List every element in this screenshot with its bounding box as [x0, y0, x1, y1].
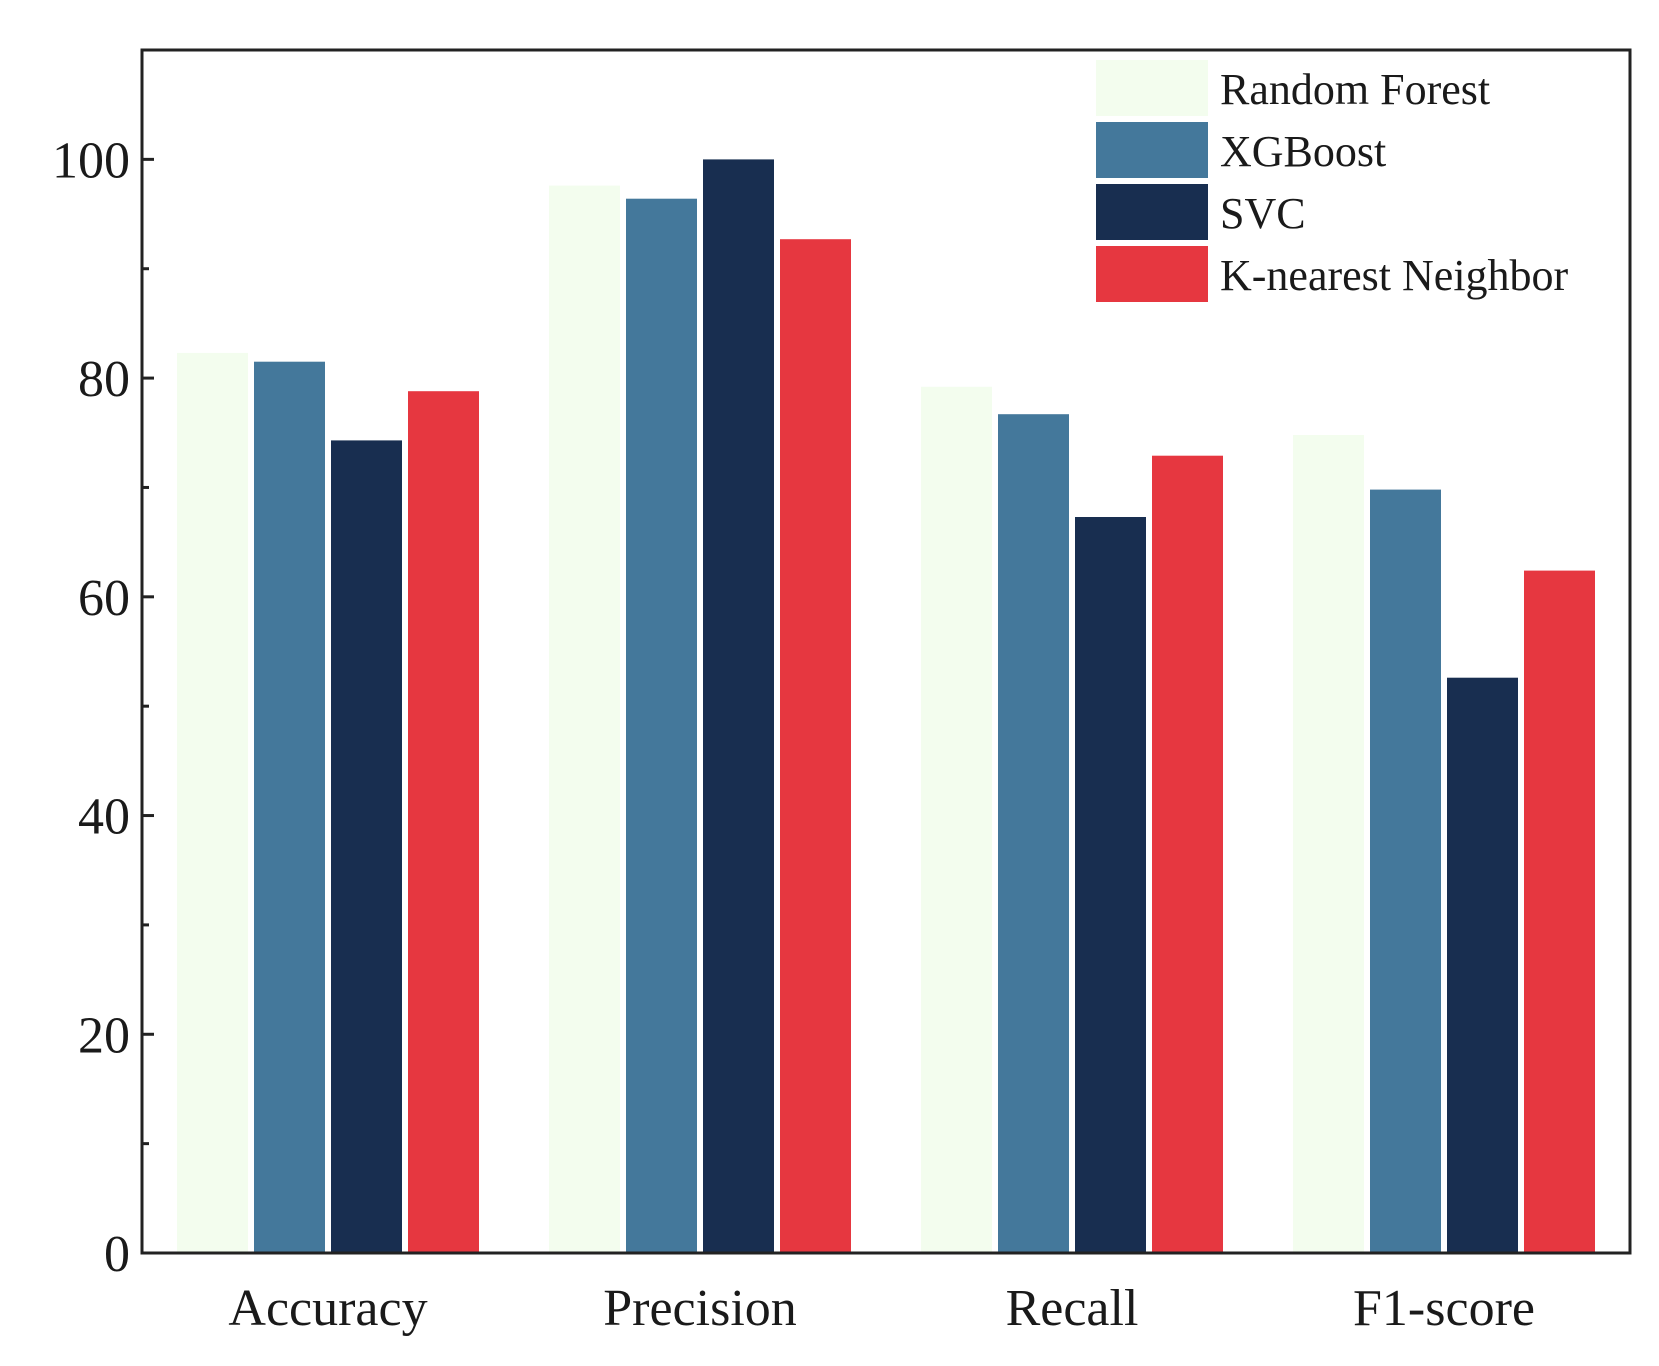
bar-k-nearest-neighbor-accuracy: [408, 391, 479, 1253]
bar-random-forest-accuracy: [177, 352, 248, 1253]
bar-random-forest-recall: [921, 386, 992, 1253]
y-tick-label: 40: [78, 789, 130, 846]
bar-xgboost-recall: [998, 414, 1069, 1253]
bar-random-forest-precision: [549, 185, 620, 1254]
x-tick-label: Precision: [603, 1280, 797, 1337]
bars-layer: [177, 159, 1595, 1254]
y-tick-label: 80: [78, 351, 130, 408]
bar-xgboost-f1-score: [1370, 489, 1441, 1254]
y-tick-label: 60: [78, 570, 130, 627]
bar-xgboost-accuracy: [254, 361, 325, 1253]
y-tick-label: 0: [104, 1226, 130, 1283]
x-tick-label: Recall: [1006, 1280, 1139, 1337]
legend-label: K-nearest Neighbor: [1220, 251, 1569, 300]
bar-svc-precision: [703, 159, 774, 1253]
y-tick-label: 20: [78, 1007, 130, 1064]
bar-xgboost-precision: [626, 198, 697, 1254]
bar-k-nearest-neighbor-f1-score: [1524, 570, 1595, 1253]
bar-k-nearest-neighbor-recall: [1152, 455, 1223, 1253]
ticks-layer: Accuracy Precision Recall F1-score 0 20 40 60 80…: [52, 132, 1535, 1337]
legend-swatch-svc: [1096, 184, 1208, 240]
legend-swatch-random-forest: [1096, 60, 1208, 116]
y-tick-label: 100: [52, 132, 130, 189]
legend-label: XGBoost: [1220, 127, 1386, 176]
bar-svc-recall: [1075, 517, 1146, 1253]
axes-layer: [140, 48, 1632, 1255]
x-tick-label: Accuracy: [228, 1280, 427, 1337]
legend-label: Random Forest: [1220, 65, 1490, 114]
x-tick-label: F1-score: [1353, 1280, 1535, 1337]
bar-k-nearest-neighbor-precision: [780, 239, 851, 1253]
bar-svc-accuracy: [331, 440, 402, 1253]
bar-svc-f1-score: [1447, 677, 1518, 1253]
legend: Random Forest XGBoost SVC K-nearest Neighbo…: [1096, 60, 1569, 302]
bar-random-forest-f1-score: [1293, 435, 1364, 1253]
legend-label: SVC: [1220, 189, 1306, 238]
legend-swatch-k-nearest-neighbor: [1096, 246, 1208, 302]
legend-swatch-xgboost: [1096, 122, 1208, 178]
plot-frame: [140, 48, 1632, 1255]
